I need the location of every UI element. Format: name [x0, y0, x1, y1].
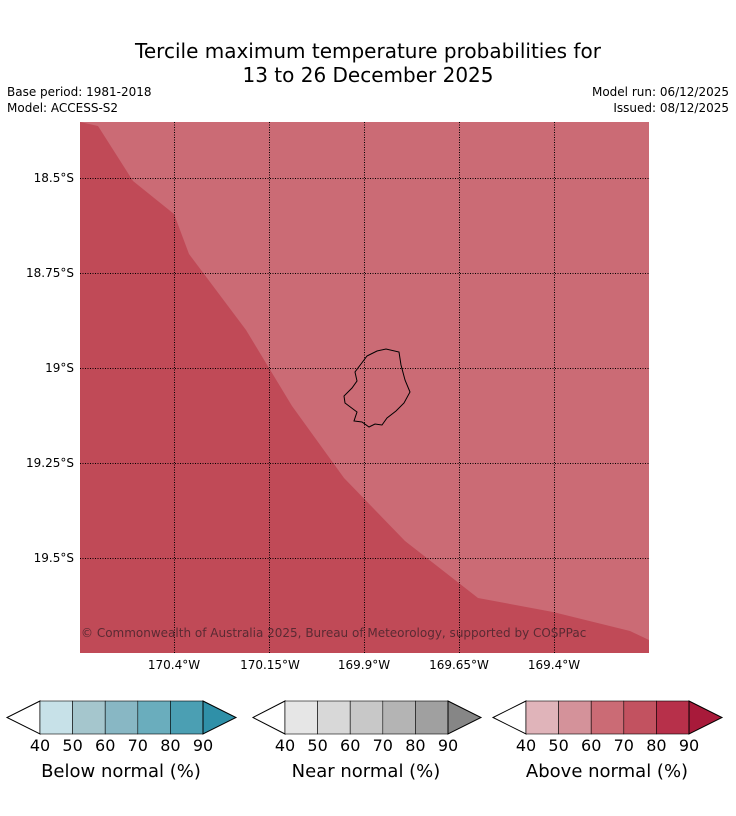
colorbar-above-normal-under-arrow [491, 700, 527, 735]
x-tick-169-65w: 169.65°W [429, 658, 489, 672]
colorbar-below-normal-segment [170, 700, 204, 735]
colorbar-above-normal-over-arrow [688, 700, 724, 735]
colorbar-below-normal-tick: 90 [192, 736, 214, 755]
copyright-notice: © Commonwealth of Australia 2025, Bureau… [81, 626, 587, 640]
colorbar-below-normal-tick: 70 [127, 736, 148, 755]
x-tick-169-4w: 169.4°W [527, 658, 581, 672]
colorbar-below-normal-segment [137, 700, 171, 735]
colorbar-near-normal-tick: 90 [437, 736, 459, 755]
colorbar-below-normal-tick: 60 [95, 736, 116, 755]
y-tick-18-75s: 18.75°S [26, 266, 74, 280]
y-tick-19s: 19°S [45, 361, 74, 375]
colorbar-near-normal-over-arrow [447, 700, 483, 735]
colorbar-above-normal-segment [656, 700, 690, 735]
colorbar-above-normal-segment [623, 700, 657, 735]
colorbar-above-normal-tick: 40 [515, 736, 537, 755]
colorbar-above-normal-tick: 80 [646, 736, 667, 755]
colorbar-near-normal-segment [317, 700, 351, 735]
colorbar-near-normal-tick: 80 [405, 736, 426, 755]
colorbar-below-normal-segment [39, 700, 73, 735]
colorbars [5, 700, 724, 735]
issued-text: Issued: 08/12/2025 [613, 101, 729, 115]
colorbar-below-normal-tick: 40 [29, 736, 51, 755]
colorbar-near-normal-tick: 40 [274, 736, 296, 755]
colorbar-near-normal-segment [284, 700, 318, 735]
niue-island-outline [343, 348, 411, 428]
colorbar-near-normal-tick: 60 [340, 736, 361, 755]
colorbar-below-normal-under-arrow [5, 700, 41, 735]
colorbar-above-normal-segment [558, 700, 592, 735]
x-tick-169-9w: 169.9°W [337, 658, 391, 672]
colorbar-below-normal-segment [104, 700, 139, 735]
y-tick-18-5s: 18.5°S [33, 171, 74, 185]
map-panel [80, 122, 649, 653]
model-text: Model: ACCESS-S2 [7, 101, 119, 115]
x-tick-170-15w: 170.15°W [240, 658, 300, 672]
colorbar-below-normal-segment [72, 700, 106, 735]
colorbar-above-normal-segment [525, 700, 559, 735]
chart-title-line1: Tercile maximum temperature probabilitie… [135, 39, 601, 63]
y-tick-19-5s: 19.5°S [33, 551, 74, 565]
base-period-text: Base period: 1981-2018 [7, 85, 152, 99]
colorbar-below-normal-tick: 80 [160, 736, 181, 755]
colorbar-below-normal-over-arrow [202, 700, 238, 735]
zone-above-normal-70-80 [80, 122, 649, 653]
colorbar-near-normal-label: Near normal (%) [291, 761, 441, 782]
colorbar-above-normal-tick: 90 [678, 736, 700, 755]
colorbar-near-normal-under-arrow [251, 700, 286, 735]
colorbar-above-normal-segment [590, 700, 625, 735]
colorbar-above-normal-tick: 70 [613, 736, 634, 755]
colorbar-below-normal-tick: 50 [62, 736, 83, 755]
colorbar-near-normal-segment [415, 700, 449, 735]
colorbar-above-normal-tick: 50 [548, 736, 569, 755]
colorbar-above-normal-label: Above normal (%) [525, 761, 689, 782]
gridlines [80, 122, 649, 653]
y-tick-19-25s: 19.25°S [26, 456, 74, 470]
chart-title-line2: 13 to 26 December 2025 [242, 63, 494, 87]
colorbar-above-normal-tick: 60 [581, 736, 602, 755]
x-tick-170-4w: 170.4°W [147, 658, 201, 672]
colorbar-near-normal-tick: 50 [307, 736, 328, 755]
colorbar-near-normal-segment [349, 700, 384, 735]
model-run-text: Model run: 06/12/2025 [591, 85, 729, 99]
colorbar-below-normal-label: Below normal (%) [41, 761, 201, 782]
colorbar-near-normal-tick: 70 [372, 736, 393, 755]
colorbar-near-normal-segment [382, 700, 416, 735]
